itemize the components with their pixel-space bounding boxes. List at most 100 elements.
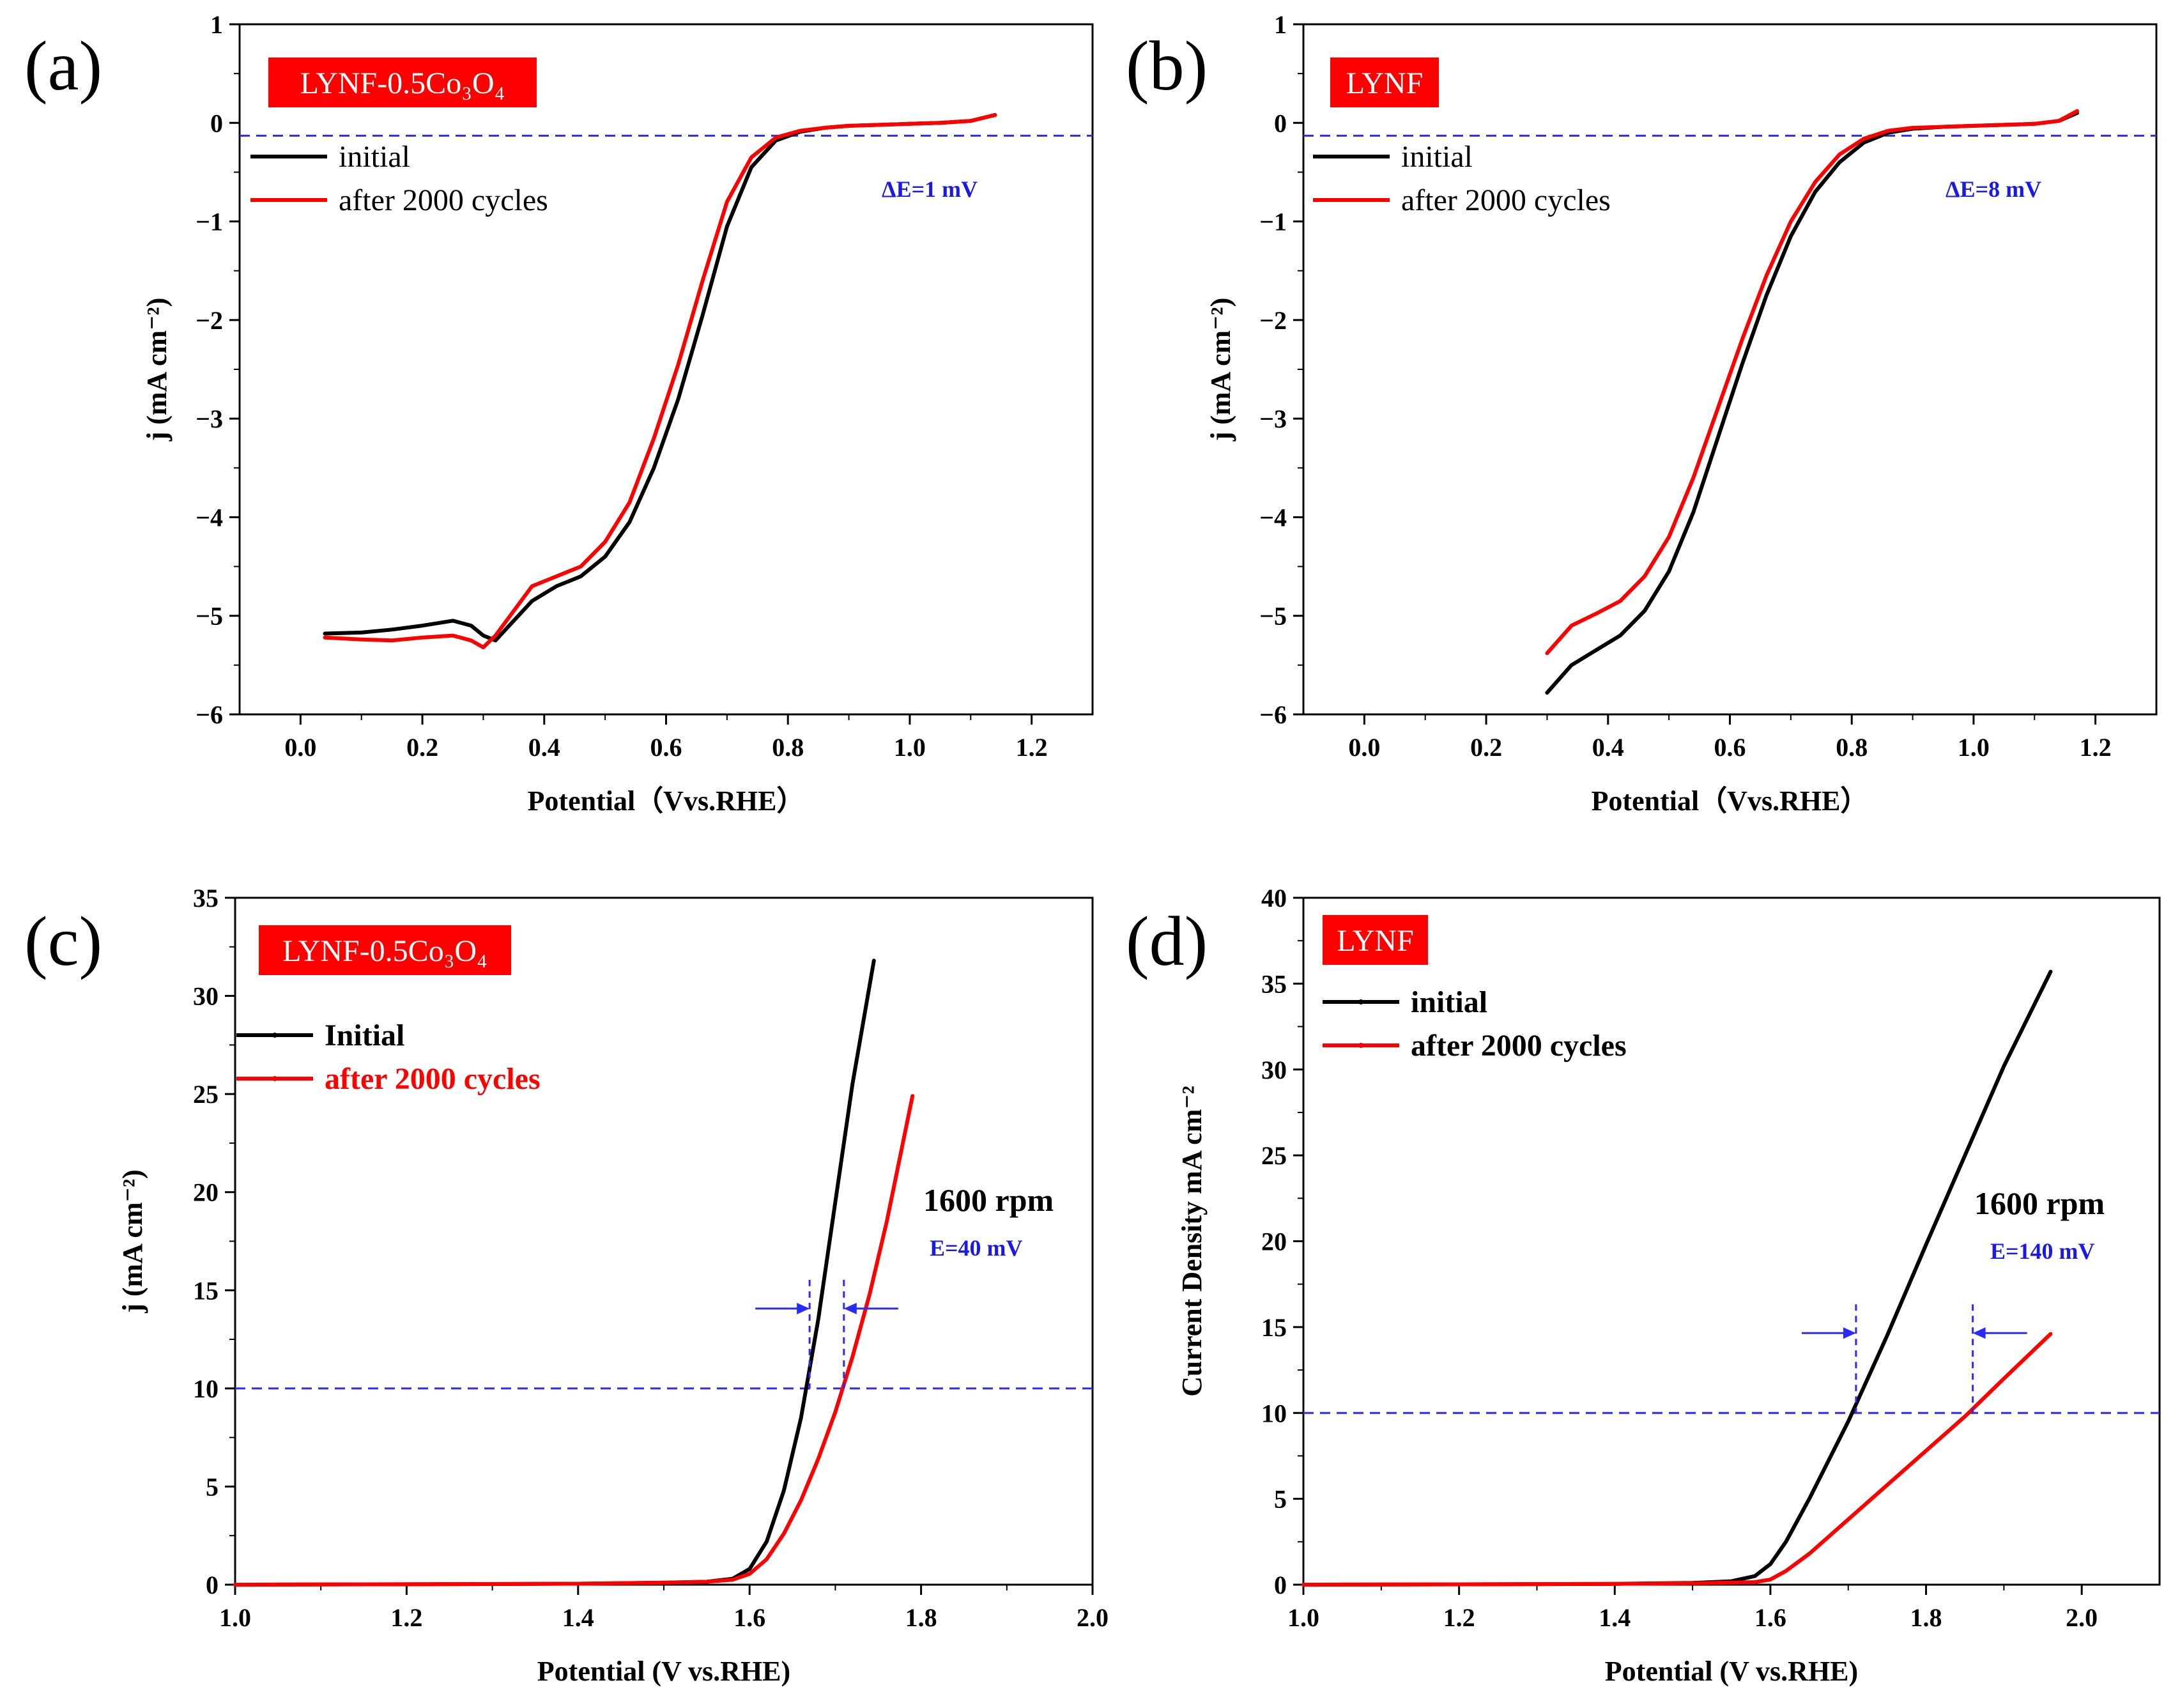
sample-badge	[1330, 58, 1439, 107]
panel-letter: (d)	[1126, 902, 1208, 980]
y-axis-label: j (mA cm⁻²)	[117, 1169, 148, 1314]
y-tick-label: 0	[1274, 109, 1287, 137]
panel-letter: (c)	[24, 902, 102, 980]
legend-entry: initial	[1401, 140, 1473, 174]
x-tick-label: 2.0	[2066, 1603, 2098, 1632]
series-line-after-2000-cycles	[1545, 109, 2079, 656]
y-tick-label: 0	[1274, 1571, 1287, 1599]
y-tick-label: −6	[196, 700, 223, 729]
y-tick-label: −2	[196, 306, 223, 335]
y-axis-label: j (mA cm⁻²)	[141, 298, 173, 442]
panel-c: (c) 1.0 1.2 1.4 1.6 1.8 2.0 0 5 10 15 20 25 30 35 Poten…	[24, 884, 1109, 1687]
legend-entry: after 2000 cycles	[1411, 1029, 1627, 1063]
y-tick-label: 1	[1274, 10, 1287, 39]
x-tick-label: 1.2	[1443, 1603, 1475, 1632]
y-tick-label: 5	[1274, 1485, 1287, 1514]
x-tick-label: 0.0	[284, 733, 316, 762]
y-tick-label: 40	[1261, 884, 1287, 912]
x-axis-label: Potential（Vvs.RHE）	[1592, 785, 1869, 817]
x-axis-label: Potential（Vvs.RHE）	[528, 785, 805, 817]
y-tick-label: 10	[1261, 1399, 1287, 1427]
x-tick-label: 2.0	[1077, 1603, 1109, 1632]
sample-badge	[268, 58, 537, 107]
delta-e-annotation: E=140 mV	[1990, 1238, 2095, 1264]
legend-entry: initial	[1411, 985, 1487, 1019]
legend-marker	[272, 1033, 277, 1038]
y-tick-label: 15	[193, 1276, 219, 1305]
delta-e-annotation: ΔE=1 mV	[882, 176, 978, 202]
x-tick-label: 1.4	[562, 1603, 594, 1632]
rpm-annotation: 1600 rpm	[1974, 1185, 2105, 1221]
x-tick-label: 0.4	[1592, 733, 1624, 762]
x-tick-label: 0.8	[1836, 733, 1868, 762]
legend-marker	[1358, 999, 1363, 1004]
legend-entry: initial	[339, 140, 410, 174]
y-axis-label: j (mA cm⁻²)	[1205, 298, 1236, 442]
sample-badge-label: LYNF	[1346, 66, 1424, 100]
y-tick-label: 15	[1261, 1313, 1287, 1342]
sample-badge	[259, 925, 511, 975]
delta-e-annotation: E=40 mV	[930, 1235, 1023, 1261]
y-tick-label: 35	[1261, 969, 1287, 998]
y-tick-label: 35	[193, 884, 219, 912]
sample-badge-label: LYNF-0.5Co₃O₄	[282, 934, 487, 968]
series-line-initial	[233, 958, 876, 1587]
y-tick-label: −4	[1259, 503, 1287, 532]
panel-letter: (b)	[1126, 27, 1208, 105]
sample-badge-label: LYNF	[1337, 924, 1414, 958]
y-tick-label: 30	[193, 982, 219, 1011]
legend-marker	[272, 1076, 277, 1081]
legend-entry: after 2000 cycles	[339, 183, 548, 217]
arrow-head	[1972, 1327, 1986, 1339]
y-tick-label: −1	[196, 208, 223, 236]
x-tick-label: 0.2	[406, 733, 438, 762]
legend-entry: after 2000 cycles	[325, 1062, 541, 1096]
arrow-head	[1843, 1327, 1856, 1339]
panel-b: (b) 0.0 0.2 0.4 0.6 0.8 1.0 1.2 −6 −5 −4 −3 −2 −1 0 1 Po…	[1126, 10, 2158, 817]
x-tick-label: 0.6	[650, 733, 682, 762]
x-tick-label: 1.0	[1958, 733, 1990, 762]
series-line-after-2000-cycles	[1301, 1332, 2053, 1587]
y-tick-label: −5	[1259, 602, 1287, 631]
y-tick-label: 1	[210, 10, 223, 39]
y-tick-label: 5	[206, 1472, 219, 1501]
y-axis-label: Current Density mA cm⁻²	[1176, 1086, 1208, 1397]
y-tick-label: −5	[196, 602, 223, 631]
x-tick-label: 1.6	[1754, 1603, 1786, 1632]
x-tick-label: 1.8	[1910, 1603, 1942, 1632]
x-tick-label: 1.2	[390, 1603, 422, 1632]
y-tick-label: 30	[1261, 1056, 1287, 1084]
arrow-head	[797, 1302, 810, 1314]
plot-frame	[238, 23, 1094, 716]
series-line-initial	[1301, 969, 2053, 1587]
rpm-annotation: 1600 rpm	[923, 1182, 1054, 1218]
x-tick-label: 1.0	[1287, 1603, 1319, 1632]
legend-marker	[1358, 1043, 1363, 1048]
x-tick-label: 1.8	[905, 1603, 937, 1632]
y-tick-label: −3	[1259, 404, 1287, 433]
y-tick-label: 25	[193, 1080, 219, 1109]
panel-letter: (a)	[24, 27, 102, 105]
x-tick-label: 0.4	[528, 733, 560, 762]
x-tick-label: 1.2	[2080, 733, 2112, 762]
y-tick-label: 25	[1261, 1141, 1287, 1170]
y-tick-label: 20	[1261, 1227, 1287, 1256]
y-tick-label: 10	[193, 1374, 219, 1403]
arrow-head	[843, 1302, 857, 1314]
y-tick-label: −3	[196, 404, 223, 433]
x-tick-label: 0.6	[1714, 733, 1746, 762]
sample-badge	[1323, 915, 1428, 965]
x-tick-label: 0.2	[1470, 733, 1502, 762]
y-tick-label: −6	[1259, 700, 1287, 729]
panel-d: (d) 1.0 1.2 1.4 1.6 1.8 2.0 0 5 10 15 20 25 30 35 40 Pot…	[1126, 884, 2161, 1687]
x-tick-label: 1.0	[894, 733, 926, 762]
y-tick-label: −4	[196, 503, 223, 532]
x-axis-label: Potential (V vs.RHE)	[1605, 1656, 1858, 1687]
y-tick-label: −2	[1259, 306, 1287, 335]
x-tick-label: 1.6	[733, 1603, 765, 1632]
x-axis-label: Potential (V vs.RHE)	[537, 1656, 790, 1687]
y-tick-label: 0	[206, 1571, 219, 1599]
x-tick-label: 1.4	[1599, 1603, 1631, 1632]
y-tick-label: 0	[210, 109, 223, 137]
